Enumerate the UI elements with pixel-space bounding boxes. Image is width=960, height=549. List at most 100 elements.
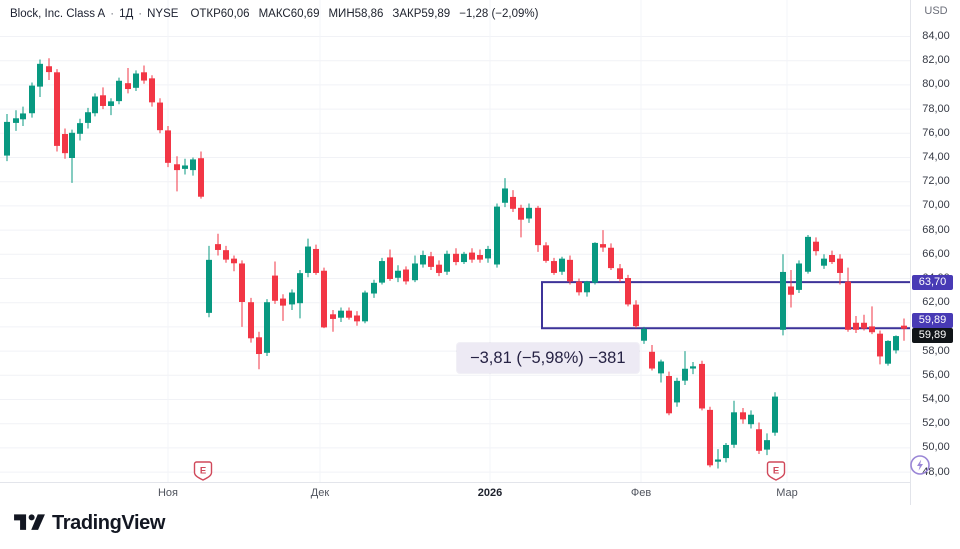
tradingview-logo[interactable]: TradingView: [14, 511, 165, 535]
candle: [543, 242, 549, 263]
candle: [289, 289, 295, 310]
candle: [885, 340, 891, 366]
price-tick: 56,00: [922, 368, 950, 381]
measure-label[interactable]: −3,81 (−5,98%) −381: [457, 343, 639, 373]
candle: [13, 110, 19, 131]
ohlc-item: МИН58,86: [328, 8, 384, 20]
candle: [649, 345, 655, 371]
candle: [379, 257, 385, 285]
candle: [723, 443, 729, 463]
candle: [354, 311, 360, 326]
candle: [731, 400, 737, 448]
candle: [641, 326, 647, 344]
time-tick-month: Мар: [776, 487, 798, 499]
candle: [469, 248, 475, 263]
lightning-icon[interactable]: [908, 453, 932, 477]
candle: [4, 113, 10, 162]
svg-text:E: E: [773, 466, 779, 477]
price-label-last-price: 59,89: [912, 327, 953, 343]
candle: [190, 157, 196, 176]
price-tick: 58,00: [922, 344, 950, 357]
candle: [658, 359, 664, 383]
candle: [29, 82, 35, 118]
earnings-badge[interactable]: E: [766, 461, 786, 481]
candle: [837, 254, 843, 285]
candle: [141, 65, 147, 84]
candle: [788, 270, 794, 308]
candle: [608, 243, 614, 271]
price-tick: 74,00: [922, 151, 950, 163]
candle: [100, 87, 106, 110]
candle: [116, 77, 122, 105]
price-axis[interactable]: USD 48,0050,0052,0054,0056,0058,0060,006…: [910, 0, 960, 505]
candle: [559, 256, 565, 275]
price-tick: 76,00: [922, 126, 950, 139]
change-value: −1,28 (−2,09%): [459, 8, 539, 20]
separator-dot: ·: [110, 8, 115, 20]
price-tick: 84,00: [922, 30, 950, 42]
candle: [805, 234, 811, 274]
candle: [239, 260, 245, 327]
candle: [780, 254, 786, 336]
candle: [707, 406, 713, 468]
price-tick: 78,00: [922, 102, 950, 115]
earnings-badge[interactable]: E: [193, 461, 213, 481]
candle: [821, 254, 827, 269]
candle: [428, 251, 434, 271]
candle: [666, 371, 672, 416]
tradingview-logo-icon: [14, 514, 45, 530]
price-tick: 50,00: [922, 441, 950, 454]
tradingview-logo-text: TradingView: [52, 511, 166, 534]
time-tick-month: Ноя: [157, 487, 179, 499]
ohlc-item: ОТКР60,06: [190, 8, 250, 20]
candle: [46, 58, 52, 81]
candle: [346, 307, 352, 320]
candle: [551, 257, 557, 275]
candle: [149, 75, 155, 107]
candle: [436, 260, 442, 277]
candle: [764, 433, 770, 456]
candle: [861, 314, 867, 331]
currency-label: USD: [924, 5, 948, 17]
candle: [165, 126, 171, 168]
price-tick: 80,00: [922, 78, 950, 91]
candle: [518, 204, 524, 238]
price-tick: 82,00: [922, 54, 950, 67]
candle: [502, 178, 508, 208]
candle: [362, 290, 368, 324]
candle: [740, 407, 746, 424]
candle: [62, 128, 68, 159]
candle: [20, 106, 26, 127]
exchange-label: NYSE: [147, 8, 179, 20]
candle: [330, 309, 336, 332]
candle: [174, 156, 180, 192]
time-tick-year: 2026: [477, 487, 503, 499]
candle: [690, 361, 696, 375]
candle: [567, 255, 573, 285]
ohlc-values: ОТКР60,06 МАКС60,69 МИН58,86 ЗАКР59,89: [190, 8, 459, 20]
ohlc-item: ЗАКР59,89: [392, 8, 451, 20]
price-tick: 72,00: [922, 175, 950, 188]
candle: [633, 300, 639, 329]
ohlc-item: МАКС60,69: [258, 8, 320, 20]
candle: [813, 237, 819, 256]
candle: [845, 267, 851, 332]
candle: [338, 307, 344, 323]
range-rectangle-drawing[interactable]: [541, 281, 910, 330]
candle: [535, 205, 541, 252]
candle: [453, 248, 459, 266]
price-label-drawing-bottom: 59,89: [912, 312, 953, 328]
candle: [444, 250, 450, 275]
candle: [796, 260, 802, 294]
candle: [92, 93, 98, 117]
candle: [248, 297, 254, 343]
candle: [494, 203, 500, 268]
price-tick: 52,00: [922, 417, 950, 430]
symbol-name: Block, Inc. Class A: [10, 8, 106, 20]
time-axis[interactable]: Ноя Дек 2026 Фев Мар: [0, 482, 960, 506]
interval-label: 1Д: [119, 8, 134, 20]
candle: [272, 261, 278, 304]
candle: [715, 449, 721, 469]
